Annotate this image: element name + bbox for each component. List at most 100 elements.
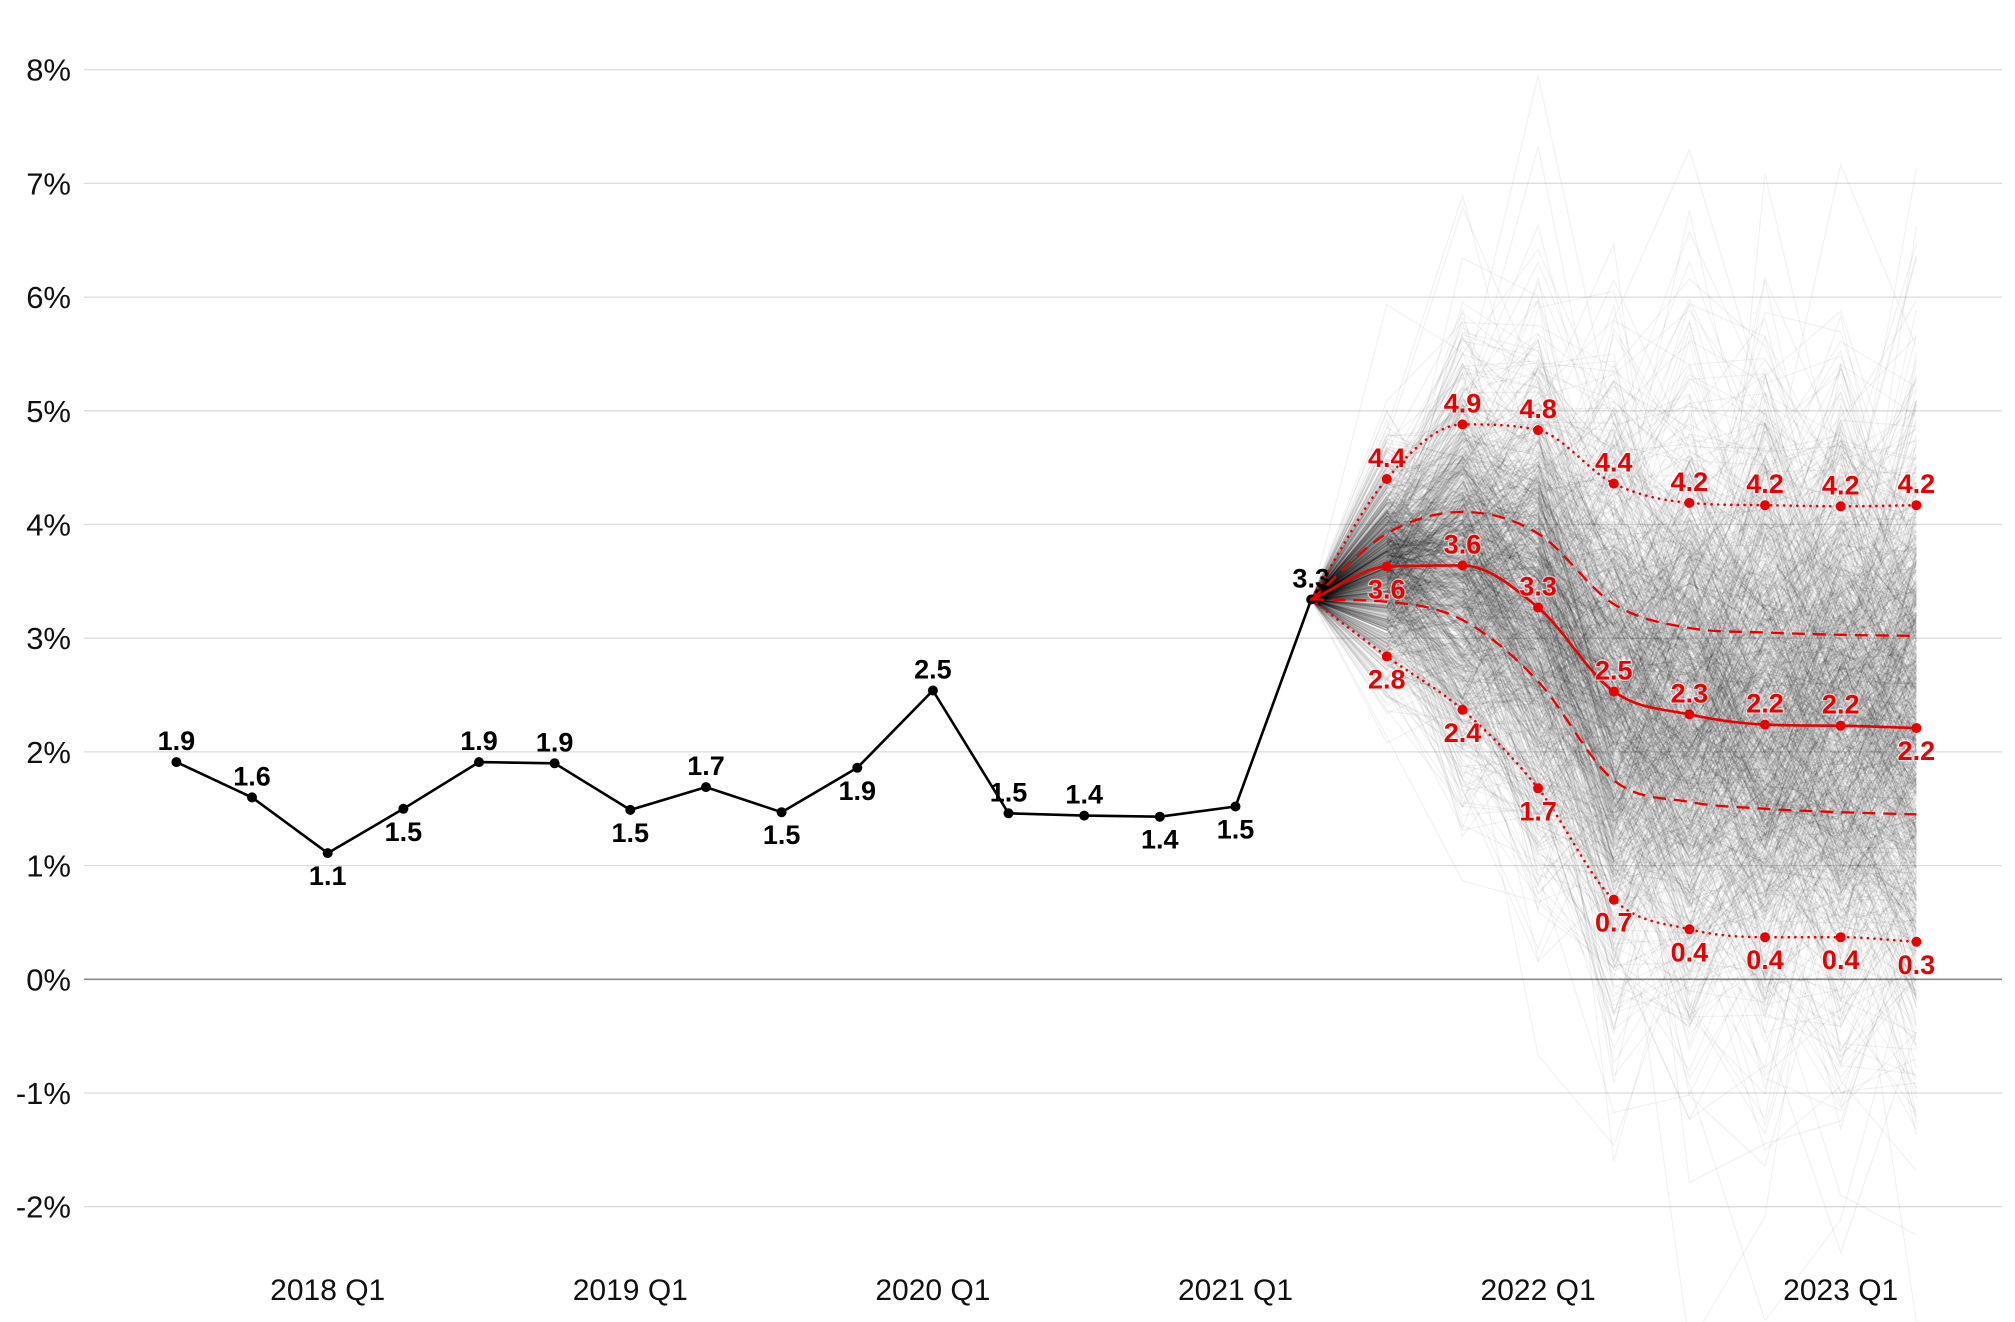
simulation-path <box>1310 456 1917 742</box>
simulation-path <box>1310 498 1917 819</box>
actual-point <box>1003 808 1014 819</box>
simulation-path <box>1311 564 1917 915</box>
simulation-path <box>1310 399 1917 872</box>
simulation-path <box>1310 406 1917 916</box>
simulation-path <box>1310 509 1917 676</box>
forecast-upper-dotted-label: 4.2 <box>1671 467 1709 497</box>
simulation-path <box>1310 440 1917 1172</box>
simulation-path <box>1310 492 1917 995</box>
simulation-path <box>1310 278 1917 600</box>
simulation-path <box>1311 522 1917 1124</box>
forecast-upper-dotted-point <box>1760 500 1770 511</box>
simulation-path <box>1310 514 1917 1034</box>
simulation-path <box>1310 488 1917 802</box>
simulation-path <box>1310 544 1917 898</box>
simulation-path <box>1311 400 1917 624</box>
forecast-median-point <box>1533 602 1544 613</box>
simulation-path <box>1310 500 1917 904</box>
simulation-path <box>1310 598 1917 947</box>
simulation-path <box>1310 515 1917 784</box>
simulation-path <box>1310 456 1917 766</box>
simulation-path <box>1310 542 1917 890</box>
simulation-path <box>1311 585 1917 943</box>
simulation-path <box>1311 596 1917 821</box>
simulation-path <box>1311 578 1917 860</box>
simulation-path <box>1311 530 1917 715</box>
simulation-path <box>1310 403 1917 834</box>
simulation-path <box>1310 516 1917 1079</box>
simulation-path <box>1310 535 1917 873</box>
simulation-path <box>1310 545 1917 747</box>
forecast-median-label: 2.2 <box>1822 690 1860 720</box>
simulation-path <box>1311 433 1917 704</box>
simulation-path <box>1310 504 1917 1001</box>
simulation-path <box>1310 490 1917 691</box>
simulation-path <box>1310 482 1917 751</box>
simulation-path <box>1311 568 1917 860</box>
simulation-path <box>1310 599 1917 951</box>
simulation-path <box>1310 394 1917 657</box>
simulation-path <box>1311 598 1917 1048</box>
simulation-path <box>1310 532 1917 717</box>
simulation-path <box>1310 398 1917 906</box>
simulation-path <box>1311 547 1917 1077</box>
simulation-path <box>1310 440 1917 774</box>
simulation-path <box>1311 359 1917 893</box>
simulation-path <box>1311 543 1917 903</box>
simulation-path <box>1310 442 1917 703</box>
simulation-path <box>1310 438 1917 748</box>
simulation-path <box>1311 507 1917 1072</box>
simulation-path <box>1311 541 1917 917</box>
simulation-path <box>1310 445 1917 921</box>
simulation-path <box>1310 556 1917 884</box>
simulation-path <box>1310 460 1917 873</box>
simulation-path <box>1310 587 1917 946</box>
simulation-path <box>1310 538 1917 952</box>
simulation-path <box>1310 563 1917 916</box>
simulation-path <box>1310 541 1917 949</box>
simulation-path <box>1310 599 1917 1090</box>
simulation-path <box>1310 532 1917 1003</box>
simulation-path <box>1311 547 1917 742</box>
simulation-path <box>1310 340 1917 724</box>
simulation-path <box>1310 446 1917 784</box>
gridlines <box>84 69 2002 1208</box>
simulation-path <box>1311 518 1917 834</box>
simulation-path <box>1311 480 1917 862</box>
simulation-path <box>1311 598 1917 831</box>
simulation-path <box>1310 436 1917 820</box>
simulation-path <box>1310 531 1917 909</box>
simulation-path <box>1310 432 1917 1039</box>
simulation-path <box>1310 491 1917 710</box>
simulation-path <box>1310 470 1917 719</box>
simulation-path <box>1311 428 1917 895</box>
simulation-path <box>1310 439 1917 1322</box>
simulation-path <box>1310 553 1917 768</box>
actual-point <box>852 762 863 773</box>
simulation-path <box>1311 584 1917 962</box>
simulation-path <box>1310 523 1917 876</box>
simulation-path <box>1311 465 1917 808</box>
simulation-path <box>1311 469 1917 764</box>
simulation-path <box>1310 372 1917 718</box>
simulation-path <box>1310 471 1917 740</box>
simulation-path <box>1310 477 1917 704</box>
simulation-path <box>1310 502 1917 854</box>
simulation-path <box>1310 332 1917 660</box>
simulation-path <box>1311 315 1917 856</box>
simulation-path <box>1310 433 1917 775</box>
simulation-path <box>1310 448 1917 992</box>
simulation-path <box>1310 523 1917 822</box>
forecast-median-label: 2.5 <box>1595 656 1633 686</box>
simulation-path <box>1310 490 1917 851</box>
simulation-path <box>1310 564 1917 1096</box>
simulation-path <box>1310 490 1917 981</box>
actual-point <box>322 848 333 859</box>
simulation-path <box>1310 503 1917 887</box>
simulation-path <box>1310 466 1917 817</box>
simulation-path <box>1310 532 1917 811</box>
simulation-path <box>1310 442 1917 896</box>
actual-label: 1.9 <box>460 726 498 756</box>
simulation-path <box>1310 521 1917 849</box>
simulation-path <box>1310 387 1917 1025</box>
